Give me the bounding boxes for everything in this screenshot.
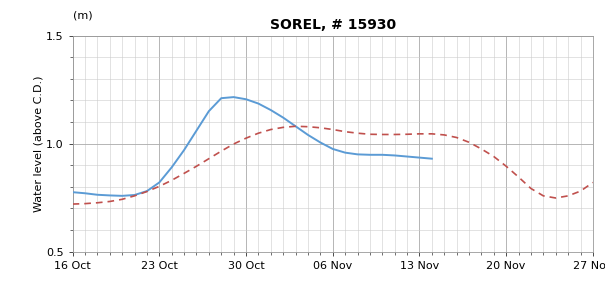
Title: SOREL, # 15930: SOREL, # 15930 bbox=[270, 17, 396, 32]
Y-axis label: Water level (above C.D.): Water level (above C.D.) bbox=[33, 75, 43, 212]
Text: (m): (m) bbox=[73, 10, 92, 20]
